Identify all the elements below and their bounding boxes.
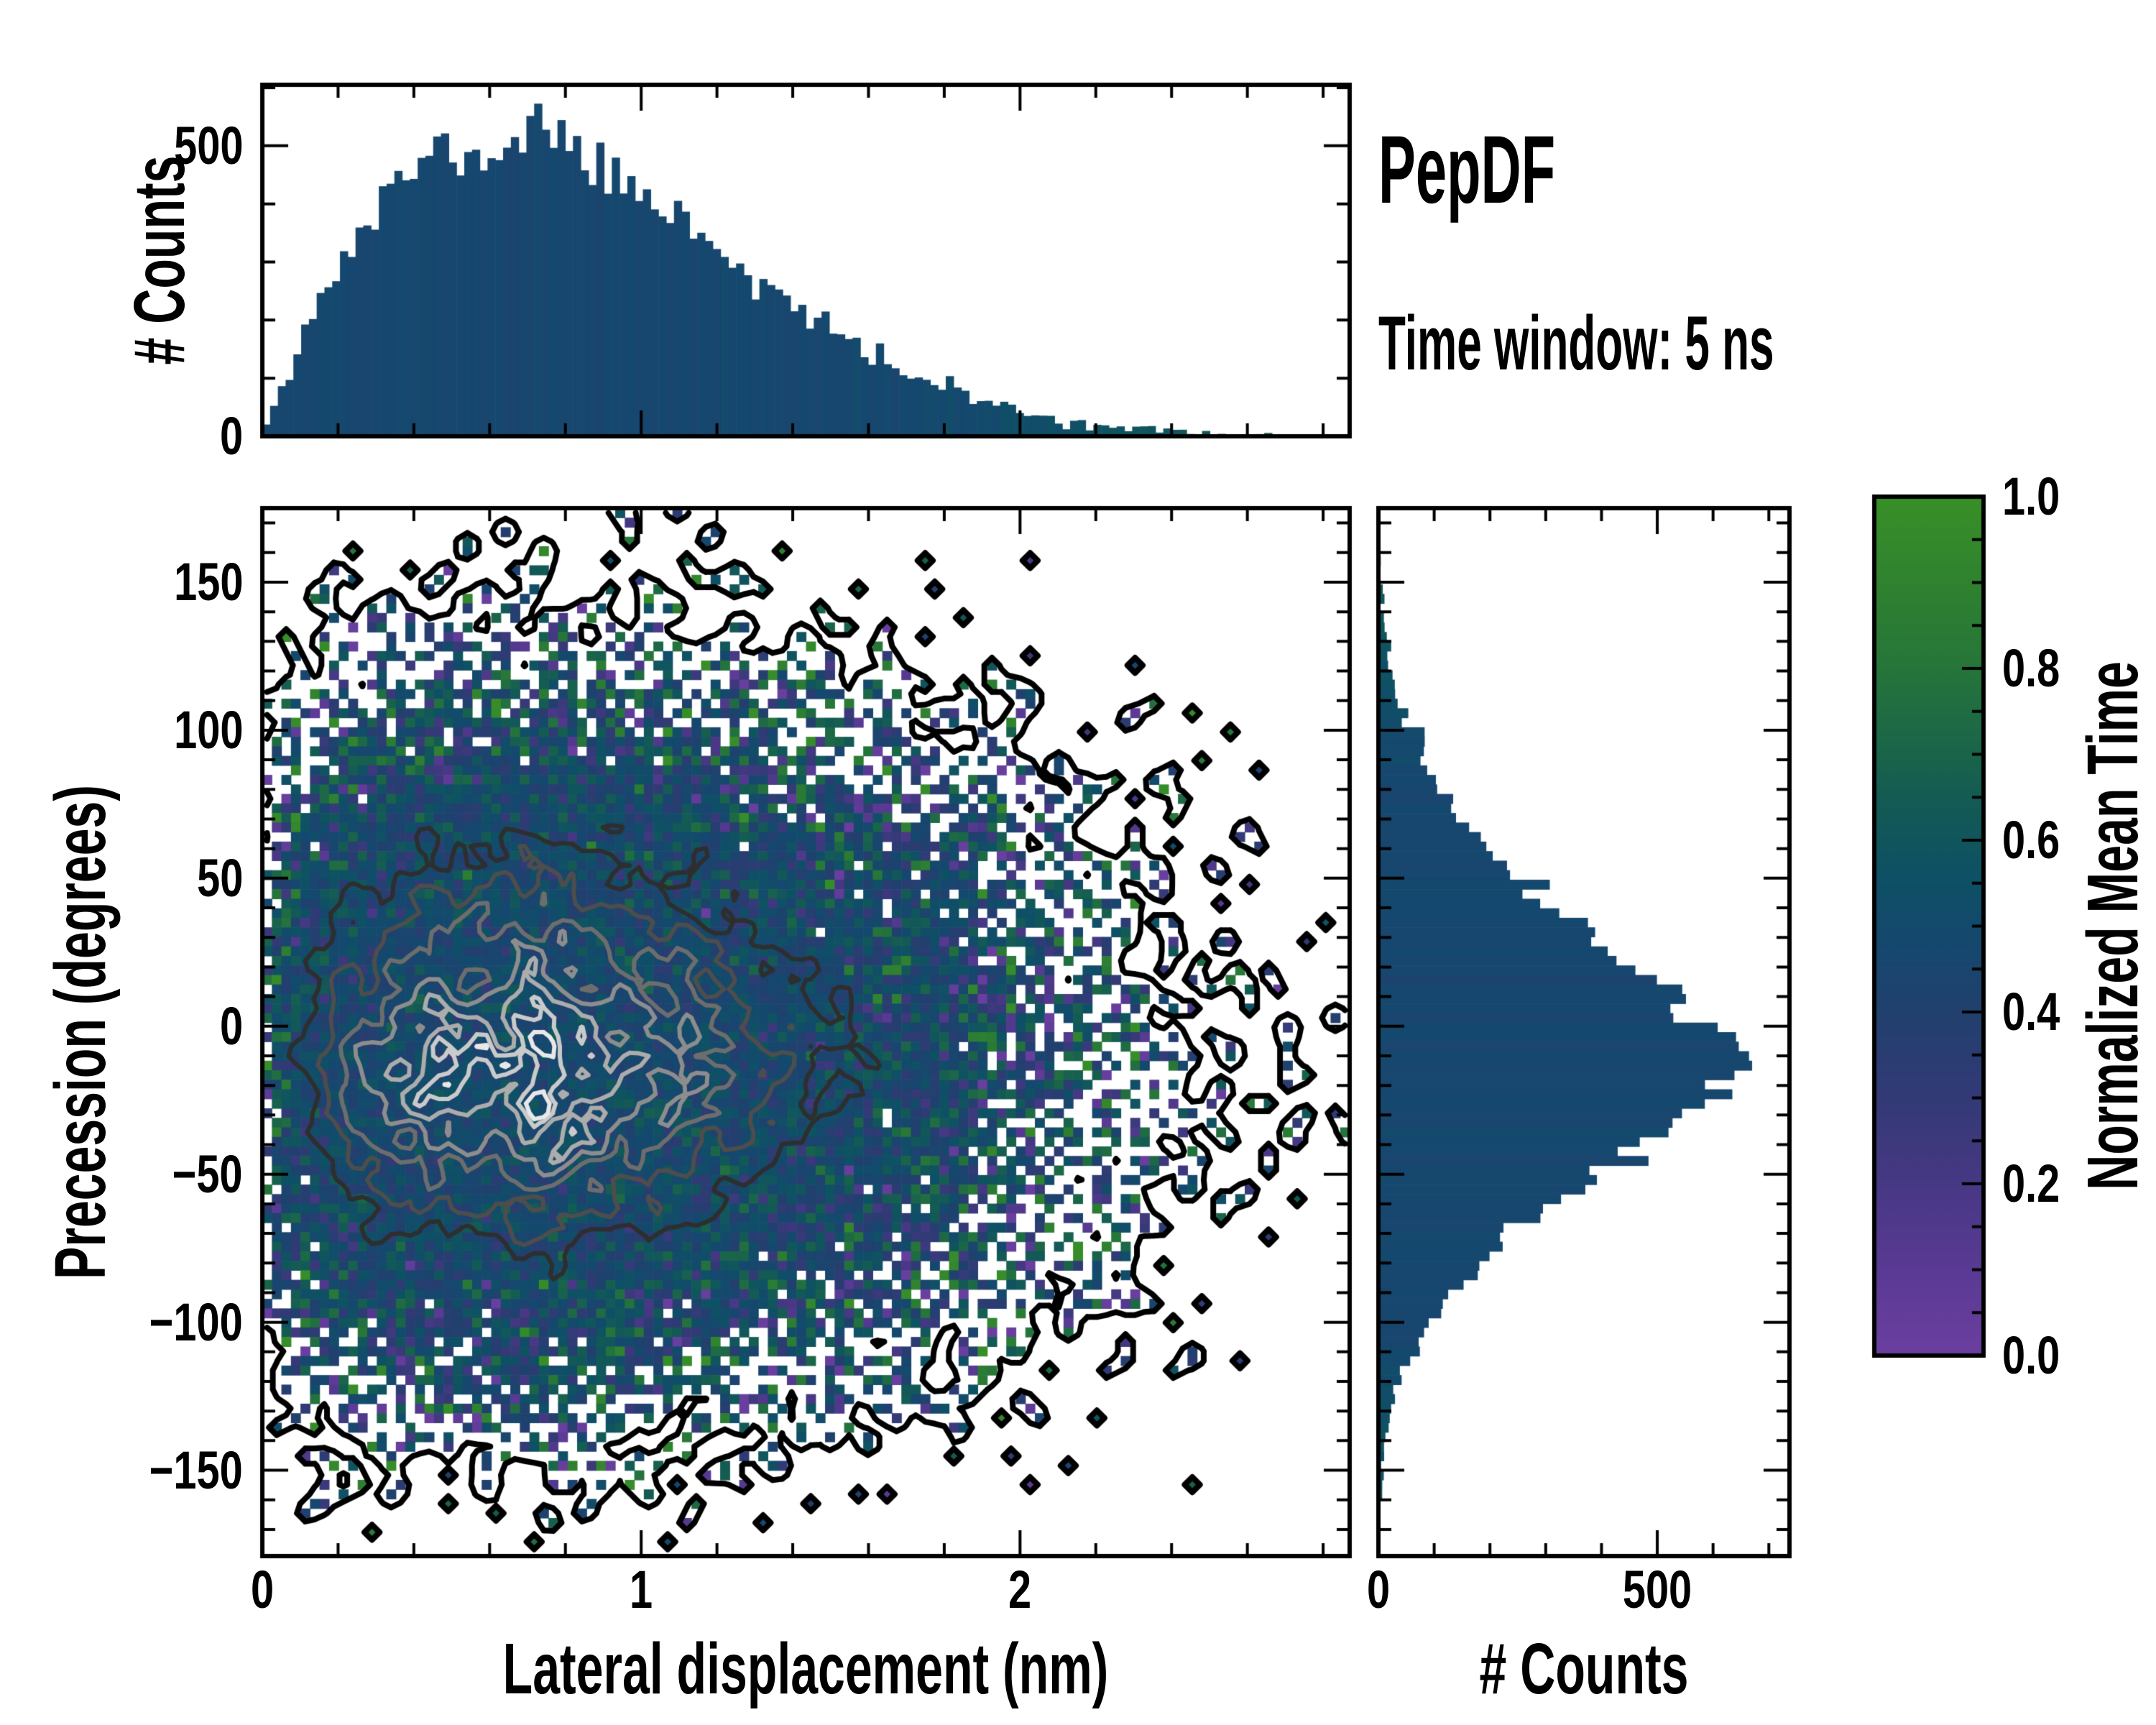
right-hist-xtick-label: 0 (1366, 1560, 1391, 1619)
right-hist-xtick-label: 500 (1622, 1560, 1692, 1619)
plot-title: PepDF (1378, 116, 1556, 224)
plot-subtitle: Time window: 5 ns (1378, 300, 1774, 386)
colorbar-tick-label: 0.4 (2002, 982, 2060, 1041)
main-xtick-label: 0 (250, 1560, 275, 1619)
right-hist-xlabel: # Counts (1479, 1629, 1689, 1709)
colorbar-tick-label: 0.0 (2002, 1325, 2060, 1385)
top-hist-ylabel: # Counts (119, 155, 200, 365)
main-ytick-label: 100 (173, 699, 243, 760)
main-ytick-label: 0 (219, 995, 243, 1056)
colorbar-tick-label: 0.8 (2002, 638, 2060, 698)
main-xlabel: Lateral displacement (nm) (502, 1629, 1109, 1709)
colorbar-tick-label: 0.6 (2002, 810, 2060, 870)
main-xtick-label: 1 (630, 1560, 653, 1619)
top-hist-ytick-label: 500 (173, 115, 243, 175)
main-ytick-label: −150 (149, 1440, 243, 1500)
main-ytick-label: 150 (173, 551, 243, 612)
colorbar-tick-label: 1.0 (2002, 466, 2060, 526)
main-ytick-label: −50 (172, 1144, 243, 1204)
main-ytick-label: −100 (149, 1292, 243, 1352)
main-ylabel: Precession (degrees) (40, 785, 121, 1279)
main-ytick-label: 50 (196, 847, 243, 908)
main-xtick-label: 2 (1008, 1560, 1032, 1619)
colorbar-tick-label: 0.2 (2002, 1154, 2060, 1213)
top-hist-ytick-label: 0 (219, 406, 243, 466)
colorbar-label: Normalized Mean Time (2073, 661, 2153, 1190)
